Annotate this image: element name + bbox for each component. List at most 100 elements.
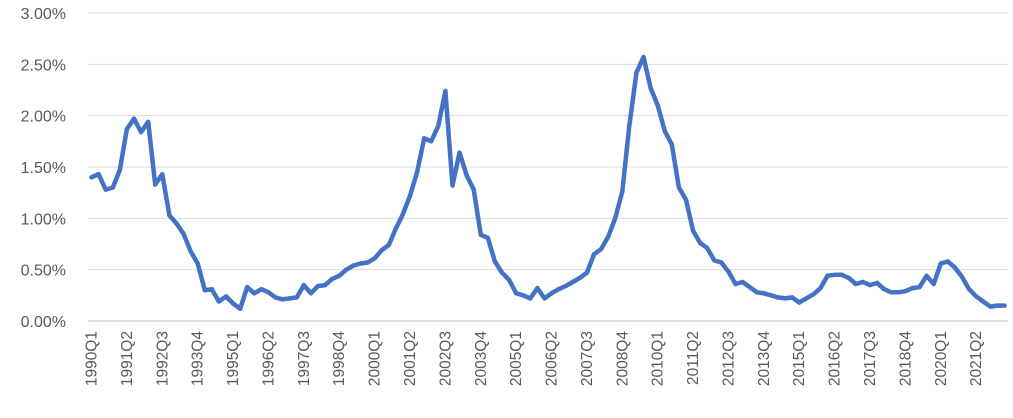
y-tick-label: 1.00%	[21, 211, 66, 228]
x-tick-label: 1993Q4	[190, 331, 207, 387]
data-point	[832, 272, 837, 277]
x-tick-label: 2011Q2	[685, 331, 702, 385]
data-point	[733, 281, 738, 287]
x-tick-label: 1991Q2	[119, 331, 136, 386]
data-point	[896, 290, 901, 295]
data-point	[103, 187, 108, 192]
x-tick-label: 2000Q1	[367, 331, 384, 386]
x-tick-label: 1995Q1	[225, 331, 242, 386]
data-point	[712, 258, 717, 263]
data-point	[358, 261, 363, 266]
y-tick-label: 0.00%	[21, 314, 66, 331]
data-point	[797, 300, 802, 305]
data-point	[280, 297, 285, 302]
data-point	[804, 296, 809, 301]
series-layer	[89, 54, 1007, 311]
data-point	[1002, 303, 1007, 308]
x-tick-label: 2020Q1	[933, 331, 950, 386]
data-point	[627, 122, 632, 128]
data-point	[598, 246, 604, 252]
data-point	[245, 284, 250, 290]
data-point	[422, 136, 427, 141]
data-point	[874, 280, 880, 286]
data-point	[761, 291, 766, 296]
data-point	[259, 287, 264, 292]
data-point	[811, 292, 816, 297]
data-point	[301, 282, 306, 288]
data-point	[393, 226, 398, 231]
data-point	[223, 294, 229, 299]
x-tick-label: 1990Q1	[84, 331, 101, 386]
data-point	[492, 259, 498, 264]
data-point	[747, 284, 752, 290]
data-point	[287, 296, 292, 301]
data-point	[499, 270, 505, 275]
data-point	[563, 283, 568, 289]
data-point	[89, 175, 94, 180]
data-point	[230, 301, 236, 306]
data-point	[365, 260, 370, 265]
gridlines	[88, 12, 1008, 271]
data-point	[535, 285, 540, 291]
data-point	[379, 248, 384, 253]
data-point	[613, 216, 618, 221]
data-point	[138, 129, 144, 135]
data-point	[400, 212, 406, 217]
data-point	[514, 291, 519, 296]
x-tick-label: 1997Q3	[296, 331, 313, 386]
data-point	[146, 119, 151, 125]
data-point	[153, 182, 158, 187]
data-point	[117, 167, 123, 173]
data-point	[344, 267, 349, 272]
data-point	[988, 304, 993, 309]
data-point	[464, 173, 469, 178]
data-point	[506, 277, 512, 283]
data-point	[181, 231, 186, 236]
data-point	[294, 295, 299, 300]
data-point	[959, 274, 965, 280]
data-point	[917, 284, 922, 290]
data-point	[478, 232, 483, 237]
data-point	[945, 259, 950, 264]
data-point	[698, 240, 703, 246]
data-point	[690, 228, 696, 233]
data-point	[662, 128, 667, 134]
data-point	[238, 306, 243, 311]
x-tick-label: 2013Q4	[756, 331, 773, 387]
data-point	[719, 260, 724, 265]
data-point	[450, 183, 455, 188]
data-point	[273, 295, 278, 300]
data-point	[372, 256, 377, 261]
y-tick-label: 0.50%	[21, 263, 66, 280]
data-point	[414, 169, 420, 175]
x-tick-label: 2018Q4	[897, 331, 914, 387]
data-point	[768, 293, 774, 298]
y-tick-label: 1.50%	[21, 160, 66, 177]
data-point	[521, 293, 526, 298]
data-point	[195, 261, 200, 266]
data-point	[386, 242, 391, 248]
series-line	[89, 54, 1007, 311]
data-point	[910, 285, 915, 291]
data-point	[924, 273, 929, 278]
data-point	[634, 70, 639, 75]
data-point	[620, 189, 625, 194]
data-point	[584, 270, 590, 275]
data-point	[266, 290, 271, 295]
data-point	[981, 299, 986, 304]
data-point	[839, 272, 844, 277]
data-point	[648, 85, 653, 91]
data-point	[726, 269, 731, 274]
data-point	[903, 289, 908, 294]
x-tick-label: 2007Q3	[579, 331, 596, 386]
data-point	[209, 287, 214, 292]
x-tick-label: 2001Q2	[402, 331, 419, 386]
data-point	[315, 283, 321, 289]
x-tick-label: 2002Q3	[437, 331, 454, 386]
data-point	[124, 126, 130, 132]
data-point	[591, 252, 597, 257]
data-point	[931, 281, 936, 287]
data-point	[754, 290, 759, 295]
y-tick-label: 3.00%	[21, 6, 66, 23]
